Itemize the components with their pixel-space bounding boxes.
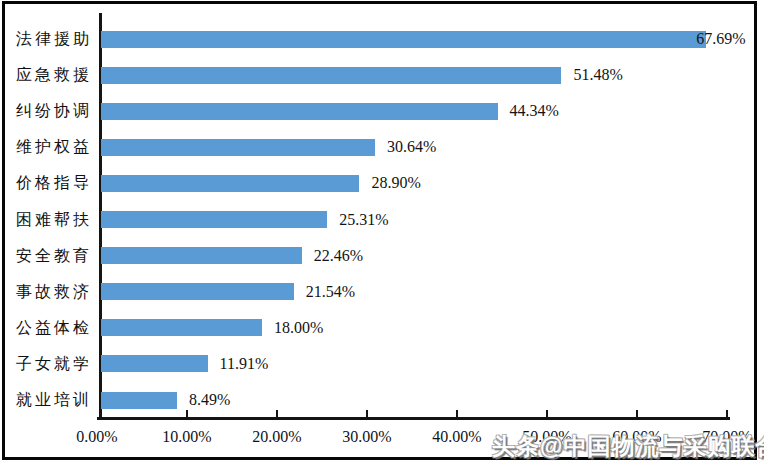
category-label: 安全教育	[8, 246, 92, 266]
bar	[101, 355, 208, 372]
bar	[101, 283, 294, 300]
category-label: 法律援助	[8, 29, 92, 49]
value-label: 18.00%	[274, 318, 323, 338]
bar	[101, 31, 706, 48]
category-label: 维护权益	[8, 137, 92, 157]
x-axis-tick-label: 0.00%	[52, 428, 142, 446]
category-label: 事故救济	[8, 282, 92, 302]
category-label: 公益体检	[8, 318, 92, 338]
category-label: 应急救援	[8, 65, 92, 85]
x-axis-tick-mark	[726, 410, 728, 418]
watermark: 头条@中国物流与采购联合会	[492, 431, 764, 462]
bar	[101, 211, 327, 228]
bar	[101, 67, 561, 84]
value-label: 25.31%	[339, 210, 388, 230]
x-axis-tick-label: 30.00%	[322, 428, 412, 446]
category-label: 就业培训	[8, 390, 92, 410]
value-label: 21.54%	[306, 282, 355, 302]
value-label: 30.64%	[387, 137, 436, 157]
bar	[101, 103, 498, 120]
x-axis-tick-mark	[186, 410, 188, 418]
bar	[101, 392, 177, 409]
x-axis-tick-mark	[366, 410, 368, 418]
bar	[101, 139, 375, 156]
value-label: 51.48%	[573, 65, 622, 85]
value-label: 11.91%	[220, 354, 269, 374]
x-axis-tick-label: 40.00%	[412, 428, 502, 446]
category-label: 子女就学	[8, 354, 92, 374]
value-label: 22.46%	[314, 246, 363, 266]
value-label: 8.49%	[189, 390, 230, 410]
x-axis-tick-mark	[276, 410, 278, 418]
x-axis-tick-mark	[636, 410, 638, 418]
bar	[101, 247, 302, 264]
x-axis-tick-label: 20.00%	[232, 428, 322, 446]
category-label: 困难帮扶	[8, 210, 92, 230]
value-label: 67.69%	[696, 29, 745, 49]
bar	[101, 175, 359, 192]
x-axis-tick-label: 10.00%	[142, 428, 232, 446]
bar	[101, 319, 262, 336]
x-axis-tick-mark	[546, 410, 548, 418]
value-label: 44.34%	[510, 101, 559, 121]
value-label: 28.90%	[371, 173, 420, 193]
x-axis-tick-mark	[456, 410, 458, 418]
category-label: 纠纷协调	[8, 101, 92, 121]
category-label: 价格指导	[8, 173, 92, 193]
